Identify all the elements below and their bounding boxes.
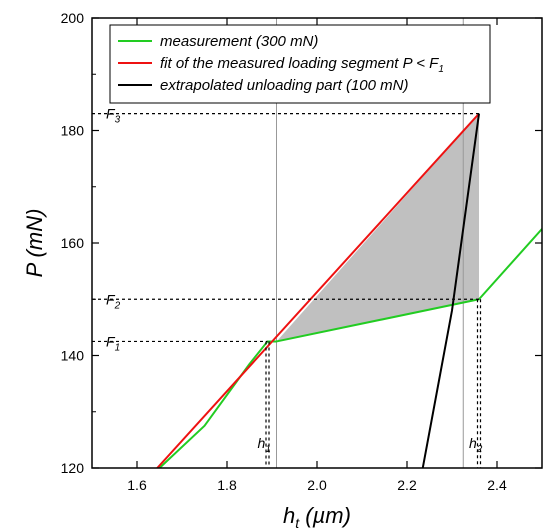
x-tick-label: 1.6 — [127, 477, 147, 493]
legend-layer: measurement (300 mN) fit of the measured … — [109, 24, 491, 104]
x-tick-label: 2.2 — [397, 477, 417, 493]
annotation-f3: F3 — [106, 106, 121, 126]
unloading-line — [421, 113, 480, 468]
y-axis-title: P (mN) — [22, 209, 47, 278]
axis-titles-layer: ht (µm) P (mN) — [22, 209, 351, 531]
legend-box — [109, 24, 491, 104]
annotation-sub: 3 — [115, 115, 121, 126]
annotation-sub: 2 — [476, 444, 483, 455]
y-tick-label: 160 — [61, 235, 85, 251]
guide-lines-layer — [92, 113, 482, 468]
fit-line — [156, 112, 480, 468]
y-tick-label: 120 — [61, 460, 85, 476]
annotation-f2: F2 — [106, 291, 121, 311]
x-tick-label: 2.4 — [487, 477, 507, 493]
annotation-sub: 1 — [265, 444, 271, 455]
y-tick-label: 140 — [61, 348, 85, 364]
annotation-f1: F1 — [106, 333, 120, 353]
axes-layer: 1.6 1.8 2.0 2.2 2.4 120 140 160 180 200 — [61, 10, 543, 493]
x-tick-label: 2.0 — [307, 477, 327, 493]
y-tick-label: 180 — [61, 123, 85, 139]
x-axis-title-sub: t — [295, 515, 300, 531]
x-tick-label: 1.8 — [217, 477, 237, 493]
annotation-sub: 2 — [114, 300, 121, 311]
legend-label: fit of the measured loading segment P < … — [160, 55, 444, 75]
y-tick-label: 200 — [61, 10, 85, 26]
annotation-sub: 1 — [115, 342, 121, 353]
x-axis-title-unit: (µm) — [299, 503, 351, 528]
legend-label: measurement (300 mN) — [160, 33, 318, 50]
legend-label: extrapolated unloading part (100 mN) — [160, 77, 408, 94]
x-axis-title: ht (µm) — [283, 503, 351, 531]
legend-label-sub: 1 — [438, 64, 444, 75]
